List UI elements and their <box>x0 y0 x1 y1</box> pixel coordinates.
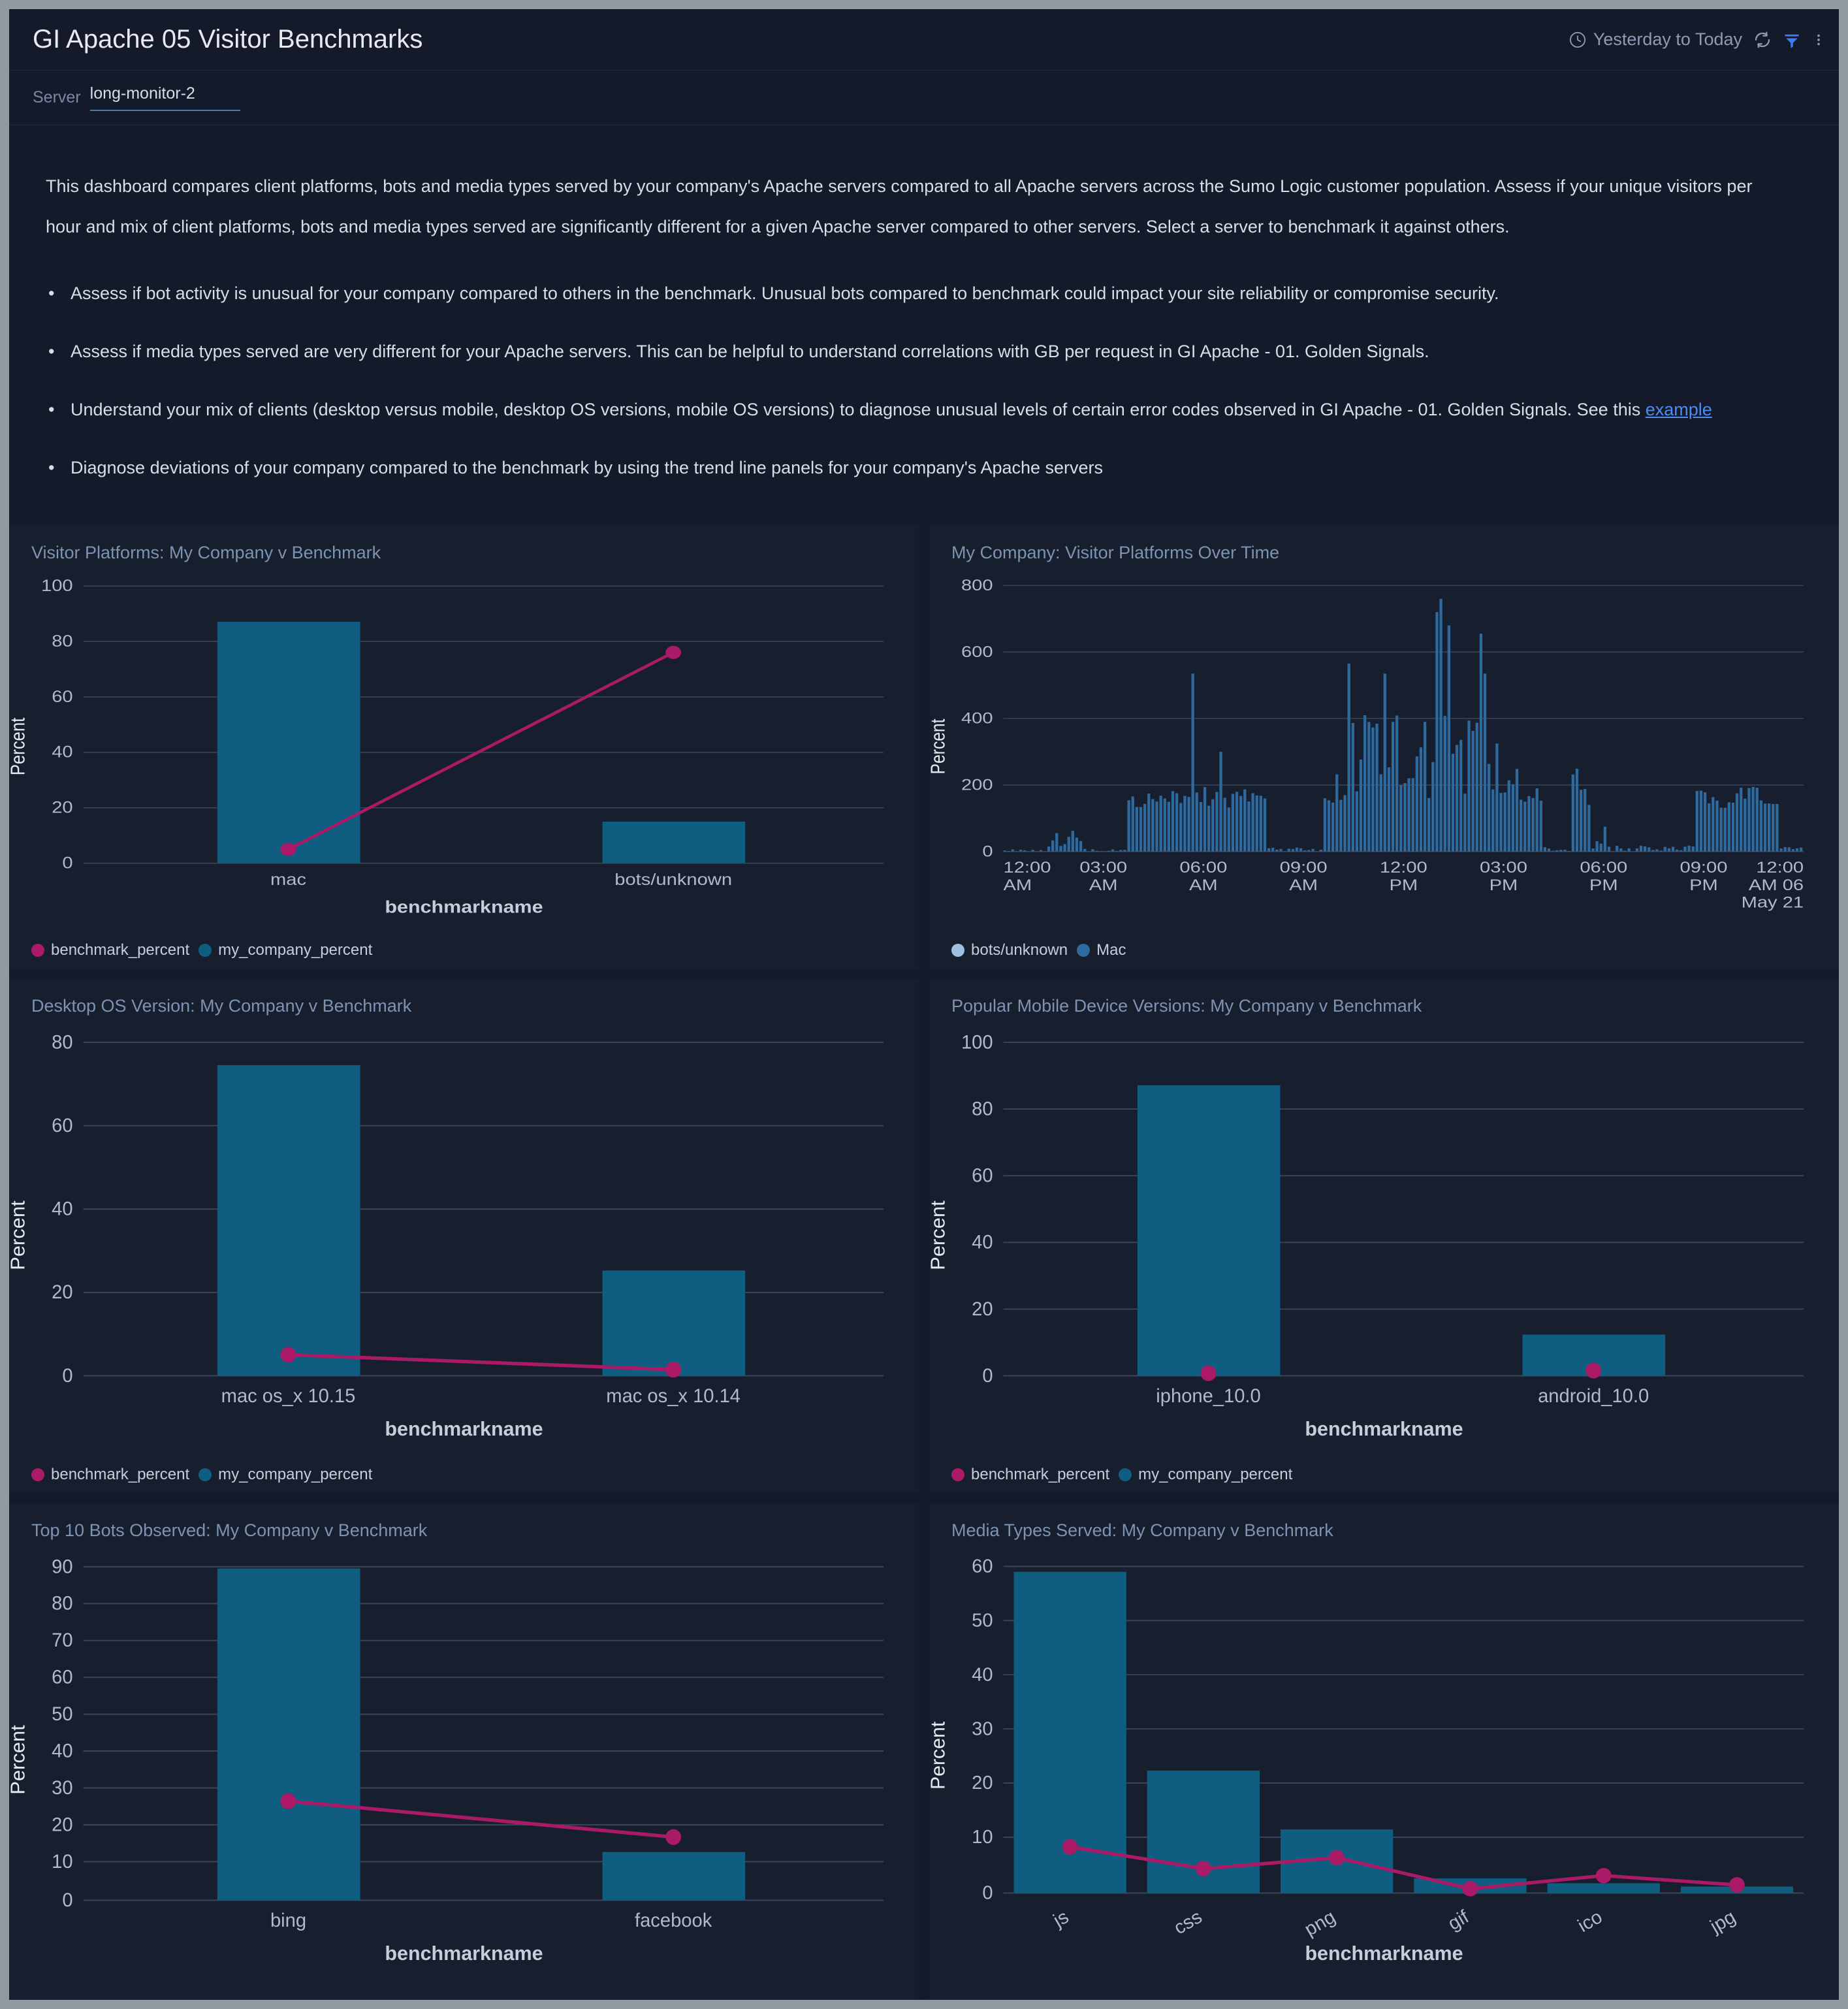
svg-text:12:00: 12:00 <box>1380 858 1427 876</box>
svg-text:100: 100 <box>41 577 73 594</box>
svg-text:06:00: 06:00 <box>1580 858 1627 876</box>
svg-text:100: 100 <box>961 1031 993 1053</box>
svg-text:PM: PM <box>1689 876 1718 893</box>
svg-text:06:00: 06:00 <box>1179 858 1227 876</box>
svg-text:20: 20 <box>972 1298 993 1319</box>
svg-text:PM: PM <box>1490 876 1518 893</box>
svg-text:AM: AM <box>1089 876 1118 893</box>
svg-text:400: 400 <box>961 709 993 727</box>
svg-text:30: 30 <box>52 1776 72 1798</box>
svg-text:40: 40 <box>972 1664 993 1685</box>
svg-text:Percent: Percent <box>927 1721 949 1790</box>
svg-text:20: 20 <box>52 798 72 816</box>
svg-text:60: 60 <box>52 1666 72 1688</box>
svg-text:AM 06: AM 06 <box>1749 876 1804 893</box>
svg-text:03:00: 03:00 <box>1079 858 1127 876</box>
svg-text:gif: gif <box>1444 1906 1473 1934</box>
svg-text:js: js <box>1049 1906 1072 1932</box>
svg-text:benchmarkname: benchmarkname <box>1305 1417 1463 1439</box>
svg-text:40: 40 <box>52 743 72 760</box>
svg-text:10: 10 <box>972 1827 993 1848</box>
svg-text:android_10.0: android_10.0 <box>1538 1385 1649 1406</box>
svg-text:0: 0 <box>982 843 993 860</box>
svg-text:600: 600 <box>961 643 993 660</box>
svg-text:0: 0 <box>982 1882 993 1903</box>
svg-text:03:00: 03:00 <box>1480 858 1527 876</box>
svg-text:80: 80 <box>972 1098 993 1119</box>
svg-text:30: 30 <box>972 1718 993 1739</box>
svg-text:facebook: facebook <box>635 1909 712 1931</box>
svg-text:20: 20 <box>52 1281 72 1303</box>
svg-text:60: 60 <box>52 688 72 705</box>
svg-text:60: 60 <box>972 1165 993 1186</box>
svg-text:12:00: 12:00 <box>1756 858 1804 876</box>
svg-text:PM: PM <box>1589 876 1618 893</box>
svg-text:40: 40 <box>52 1740 72 1761</box>
svg-text:90: 90 <box>52 1556 72 1577</box>
svg-text:bing: bing <box>270 1909 306 1931</box>
svg-text:60: 60 <box>972 1556 993 1577</box>
svg-text:0: 0 <box>62 1889 72 1910</box>
svg-text:AM: AM <box>1189 876 1218 893</box>
svg-text:80: 80 <box>52 1592 72 1614</box>
svg-text:09:00: 09:00 <box>1280 858 1328 876</box>
svg-text:40: 40 <box>972 1231 993 1253</box>
svg-text:May 21: May 21 <box>1742 893 1804 911</box>
svg-text:AM: AM <box>1289 876 1318 893</box>
svg-text:0: 0 <box>62 1364 72 1386</box>
svg-text:bots/unknown: bots/unknown <box>614 871 732 888</box>
svg-text:800: 800 <box>961 576 993 594</box>
svg-text:0: 0 <box>62 854 72 871</box>
svg-text:benchmarkname: benchmarkname <box>385 1941 543 1964</box>
svg-text:0: 0 <box>982 1364 993 1386</box>
svg-text:png: png <box>1301 1906 1339 1940</box>
svg-text:09:00: 09:00 <box>1680 858 1727 876</box>
svg-text:Percent: Percent <box>9 1200 29 1270</box>
svg-text:12:00: 12:00 <box>1004 858 1051 876</box>
svg-text:AM: AM <box>1004 876 1032 893</box>
svg-text:50: 50 <box>52 1703 72 1724</box>
svg-text:70: 70 <box>52 1630 72 1651</box>
svg-text:benchmarkname: benchmarkname <box>1305 1943 1463 1965</box>
svg-text:mac: mac <box>270 871 306 888</box>
svg-text:40: 40 <box>52 1198 72 1219</box>
svg-text:80: 80 <box>52 632 72 650</box>
svg-text:mac os_x 10.14: mac os_x 10.14 <box>606 1385 741 1406</box>
svg-text:css: css <box>1170 1906 1205 1938</box>
svg-text:Percent: Percent <box>927 1200 949 1270</box>
svg-text:iphone_10.0: iphone_10.0 <box>1156 1385 1260 1406</box>
svg-text:Percent: Percent <box>9 717 29 775</box>
svg-text:60: 60 <box>52 1114 72 1136</box>
svg-text:benchmarkname: benchmarkname <box>385 1417 543 1439</box>
svg-text:20: 20 <box>972 1773 993 1793</box>
svg-text:80: 80 <box>52 1031 72 1053</box>
svg-text:Percent: Percent <box>9 1724 29 1794</box>
svg-text:ico: ico <box>1574 1906 1606 1937</box>
svg-text:200: 200 <box>961 776 993 794</box>
svg-text:10: 10 <box>52 1850 72 1872</box>
svg-text:mac os_x 10.15: mac os_x 10.15 <box>221 1385 356 1406</box>
svg-text:Percent: Percent <box>927 718 949 774</box>
svg-text:benchmarkname: benchmarkname <box>385 897 543 916</box>
svg-text:jpg: jpg <box>1706 1906 1740 1937</box>
svg-text:PM: PM <box>1389 876 1418 893</box>
svg-text:50: 50 <box>972 1610 993 1631</box>
svg-text:20: 20 <box>52 1814 72 1835</box>
